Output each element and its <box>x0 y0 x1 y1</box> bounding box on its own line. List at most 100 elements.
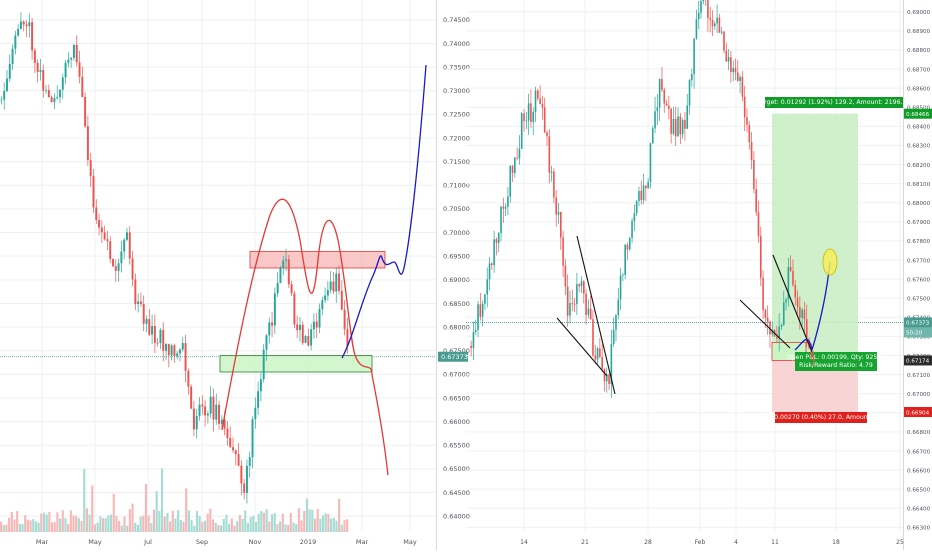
left-candle <box>332 281 335 292</box>
volume-bar <box>56 512 59 532</box>
volume-bar <box>313 518 317 532</box>
left-candle <box>56 97 59 99</box>
right-chart[interactable]: Target: 0.01292 (1.92%) 129.2, Amount: 2… <box>466 0 932 550</box>
right-candle <box>495 239 498 243</box>
entry-price-label: 0.67174 <box>906 359 930 365</box>
volume-bar <box>34 521 38 532</box>
right-candle <box>736 72 739 81</box>
right-candle <box>520 113 523 149</box>
right-candle <box>610 344 613 385</box>
left-candle <box>310 329 313 346</box>
volume-bar <box>83 468 86 532</box>
price-tick-label: 0.67100 <box>907 373 931 379</box>
left-candle <box>218 404 221 424</box>
volume-bar <box>340 524 343 532</box>
right-candle <box>741 76 744 97</box>
right-candle <box>780 325 783 327</box>
right-candle <box>810 347 813 359</box>
right-candle <box>693 38 695 75</box>
volume-bar <box>120 525 123 532</box>
right-candle <box>801 309 803 318</box>
right-candle <box>543 107 546 133</box>
left-candle <box>134 279 137 305</box>
right-candle <box>753 160 755 190</box>
left-candle <box>237 454 240 466</box>
volume-bar <box>201 521 204 532</box>
right-candle <box>762 277 764 311</box>
right-candle <box>748 124 751 143</box>
entry-price-label-badge <box>904 355 932 366</box>
volume-bar <box>80 520 83 532</box>
left-candle <box>257 391 260 408</box>
right-candle <box>504 206 507 209</box>
volume-bar <box>265 509 268 532</box>
volume-bar <box>246 523 249 532</box>
volume-bar <box>158 511 161 532</box>
volume-bar <box>287 525 290 532</box>
price-tick-label: 0.64500 <box>443 489 470 497</box>
volume-bar <box>169 521 172 532</box>
volume-bar <box>37 522 40 532</box>
right-candle <box>566 286 569 316</box>
current-price-label-badge <box>904 317 932 328</box>
volume-bar <box>238 514 241 532</box>
left-candle <box>0 99 3 101</box>
volume-bar <box>324 513 327 532</box>
price-tick-label: 0.67900 <box>907 220 931 226</box>
left-candle <box>53 98 56 103</box>
left-candle <box>112 258 114 267</box>
right-candle <box>743 96 746 118</box>
volume-bar <box>59 518 62 532</box>
left-candle <box>92 176 95 208</box>
left-candle <box>151 326 154 335</box>
volume-bar <box>268 521 271 532</box>
left-time-axis[interactable]: Mar May Jul Sep Nov 2019 Mar May <box>36 538 417 546</box>
left-candle <box>139 301 142 304</box>
target-label-text: Target: 0.01292 (1.92%) 129.2, Amount: 2… <box>757 99 911 106</box>
left-candle <box>268 322 271 336</box>
volume-bar <box>289 512 292 532</box>
right-candle <box>578 284 580 287</box>
right-candle <box>576 284 578 305</box>
price-tick-label: 0.71500 <box>443 158 470 166</box>
left-price-axis[interactable]: 0.74500 0.74000 0.73500 0.73000 0.72500 0.720… <box>438 16 470 520</box>
volume-bar <box>273 513 276 532</box>
time-tick-label: 21 <box>581 539 589 546</box>
volume-bar <box>134 522 137 532</box>
volume-bar <box>249 517 252 532</box>
right-candles <box>470 0 815 398</box>
right-candle <box>635 200 638 214</box>
right-price-axis[interactable]: 0.69000 0.68900 0.68800 0.68700 0.68600 0.685… <box>904 10 932 532</box>
volume-bar <box>236 521 239 532</box>
price-tick-label: 0.66800 <box>907 430 931 436</box>
volume-bar <box>187 510 190 532</box>
right-candle <box>720 31 723 33</box>
volume-bar <box>5 524 8 532</box>
target-highlight <box>822 248 838 276</box>
volume-bar <box>8 517 11 532</box>
volume-bar <box>233 525 236 532</box>
left-candle <box>240 465 243 484</box>
left-candle <box>343 309 346 330</box>
volume-bar <box>150 523 153 532</box>
left-candle <box>201 404 204 407</box>
trendline <box>576 235 616 395</box>
left-candle <box>204 406 207 416</box>
price-tick-label: 0.68800 <box>907 48 931 54</box>
volume-bar <box>171 510 174 532</box>
right-candle <box>796 297 799 307</box>
volume-bar <box>126 525 129 532</box>
right-candle <box>672 118 675 134</box>
left-candle <box>254 407 257 420</box>
price-tick-label: 0.72000 <box>443 134 470 142</box>
left-candle <box>190 386 193 409</box>
volume-bar <box>276 524 279 532</box>
right-candle <box>730 57 732 72</box>
volume-bar <box>18 523 21 532</box>
left-candle <box>259 379 262 392</box>
volume-bar <box>101 518 105 532</box>
left-chart[interactable]: 0.74500 0.74000 0.73500 0.73000 0.72500 0.720… <box>0 0 470 550</box>
right-candle <box>594 355 597 360</box>
right-time-axis[interactable]: 14 21 28 Feb 4 11 18 25 <box>520 539 904 546</box>
left-candle <box>137 301 140 305</box>
